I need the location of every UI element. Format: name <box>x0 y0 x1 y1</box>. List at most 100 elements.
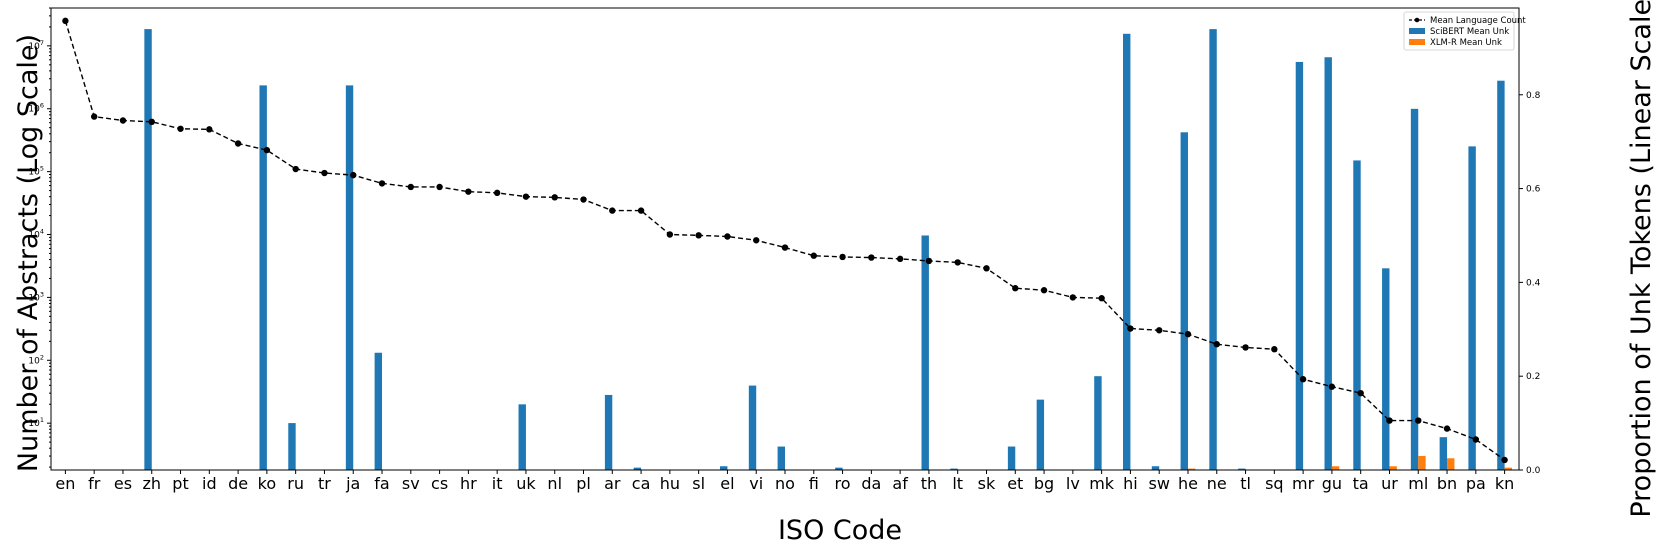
point-mean-language-count-bn <box>1443 425 1451 432</box>
point-mean-language-count-fa <box>378 180 386 187</box>
bar-scibert-mean-unk-mr <box>1295 61 1304 470</box>
bar-scibert-mean-unk-ro <box>835 467 843 470</box>
bar-scibert-mean-unk-bg <box>1036 399 1045 470</box>
point-mean-language-count-mk <box>1098 295 1105 302</box>
point-mean-language-count-sv <box>407 183 414 191</box>
bar-scibert-mean-unk-ar <box>604 394 613 470</box>
legend-marker-mean-language-count <box>1414 17 1420 23</box>
bar-scibert-mean-unk-ta <box>1353 160 1361 470</box>
bar-xlm-r-mean-unk-bn <box>1447 458 1455 470</box>
point-mean-language-count-fi <box>810 252 817 259</box>
x-tick-label-zh: zh <box>142 474 161 493</box>
x-tick-label-ro: ro <box>835 474 851 493</box>
point-mean-language-count-ur <box>1386 417 1393 424</box>
x-tick-label-sq: sq <box>1265 474 1284 493</box>
x-tick-label-fi: fi <box>809 474 819 493</box>
bar-scibert-mean-unk-he <box>1180 132 1188 471</box>
x-tick-label-it: it <box>492 474 503 493</box>
mean-language-count-line <box>62 17 1508 464</box>
point-mean-language-count-ja <box>350 171 357 179</box>
point-mean-language-count-sk <box>983 265 990 272</box>
point-mean-language-count-it <box>493 189 501 197</box>
x-tick-label-ko: ko <box>258 474 276 493</box>
legend-label-xlm-r-mean-unk: XLM-R Mean Unk <box>1430 38 1502 48</box>
x-tick-label-sl: sl <box>692 474 705 493</box>
x-tick-label-sw: sw <box>1148 474 1169 493</box>
point-mean-language-count-hi <box>1127 325 1134 332</box>
legend-label-mean-language-count: Mean Language Count <box>1430 16 1526 26</box>
point-mean-language-count-gu <box>1328 383 1336 390</box>
legend-box <box>1403 11 1515 51</box>
point-mean-language-count-de <box>234 140 242 147</box>
left-tick-label-1: 101 <box>28 416 44 429</box>
point-mean-language-count-id <box>206 126 213 133</box>
x-tick-label-ta: ta <box>1353 474 1369 493</box>
bar-xlm-r-mean-unk-ur <box>1389 466 1397 470</box>
point-mean-language-count-hu <box>666 231 674 238</box>
x-tick-label-ru: ru <box>287 474 304 493</box>
x-tick-label-de: de <box>228 474 248 493</box>
point-mean-language-count-sq <box>1271 346 1278 353</box>
point-mean-language-count-et <box>1012 285 1019 292</box>
bar-scibert-mean-unk-ja <box>345 85 354 470</box>
bar-scibert-mean-unk-ca <box>633 467 642 470</box>
legend-swatch-scibert-mean-unk <box>1409 28 1425 34</box>
x-tick-label-th: th <box>921 474 937 493</box>
bar-scibert-mean-unk-lt <box>950 468 958 470</box>
point-mean-language-count-ko <box>263 146 271 154</box>
point-mean-language-count-uk <box>522 193 530 200</box>
point-mean-language-count-af <box>896 255 904 263</box>
x-tick-label-ml: ml <box>1408 474 1428 493</box>
x-tick-label-sk: sk <box>978 474 996 493</box>
point-mean-language-count-sw <box>1156 327 1163 334</box>
point-mean-language-count-pl <box>580 196 587 203</box>
bar-scibert-mean-unk-hi <box>1123 33 1131 471</box>
x-tick-label-lt: lt <box>952 474 963 493</box>
bar-xlm-r-mean-unk-gu <box>1331 466 1340 470</box>
right-tick-label-0.4: 0.4 <box>1526 278 1541 288</box>
point-mean-language-count-cs <box>436 183 443 191</box>
bar-scibert-mean-unk-gu <box>1324 57 1332 470</box>
point-mean-language-count-kn <box>1501 456 1508 464</box>
x-tick-label-es: es <box>114 474 132 493</box>
point-mean-language-count-nl <box>551 194 558 201</box>
x-tick-label-tr: tr <box>318 474 331 493</box>
point-mean-language-count-zh <box>148 118 155 126</box>
bar-scibert-mean-unk-tl <box>1238 468 1246 470</box>
x-tick-label-uk: uk <box>516 474 536 493</box>
x-tick-label-bg: bg <box>1034 474 1054 493</box>
bar-scibert-mean-unk-zh <box>144 29 152 471</box>
x-tick-label-gu: gu <box>1322 474 1342 493</box>
left-tick-label-5: 105 <box>28 165 44 178</box>
x-tick-label-sv: sv <box>402 474 420 493</box>
point-mean-language-count-tl <box>1242 344 1249 351</box>
point-mean-language-count-mr <box>1299 376 1307 383</box>
right-tick-label-0.6: 0.6 <box>1526 185 1541 195</box>
left-tick-label-3: 103 <box>28 290 44 303</box>
x-tick-label-pt: pt <box>172 474 188 493</box>
legend-label-scibert-mean-unk: SciBERT Mean Unk <box>1430 27 1509 37</box>
bar-scibert-mean-unk-ru <box>288 423 296 470</box>
x-tick-label-ur: ur <box>1381 474 1398 493</box>
right-tick-label-0.0: 0.0 <box>1526 466 1541 476</box>
x-tick-label-el: el <box>720 474 734 493</box>
bar-xlm-r-mean-unk-kn <box>1504 467 1513 470</box>
x-tick-label-da: da <box>861 474 881 493</box>
x-tick-label-mr: mr <box>1292 474 1315 493</box>
x-tick-label-hr: hr <box>460 474 477 493</box>
point-mean-language-count-bg <box>1040 287 1048 294</box>
bar-scibert-mean-unk-ur <box>1382 268 1390 470</box>
left-tick-label-6: 106 <box>28 102 44 115</box>
bar-scibert-mean-unk-th <box>921 235 929 470</box>
x-tick-label-lv: lv <box>1066 474 1080 493</box>
x-tick-label-pl: pl <box>576 474 591 493</box>
point-mean-language-count-el <box>724 233 731 240</box>
point-mean-language-count-fr <box>90 113 98 120</box>
point-mean-language-count-da <box>868 254 875 261</box>
x-tick-label-tl: tl <box>1240 474 1251 493</box>
x-tick-label-hi: hi <box>1123 474 1138 493</box>
x-tick-label-pa: pa <box>1466 474 1486 493</box>
x-tick-label-ne: ne <box>1207 474 1227 493</box>
x-tick-label-en: en <box>55 474 75 493</box>
